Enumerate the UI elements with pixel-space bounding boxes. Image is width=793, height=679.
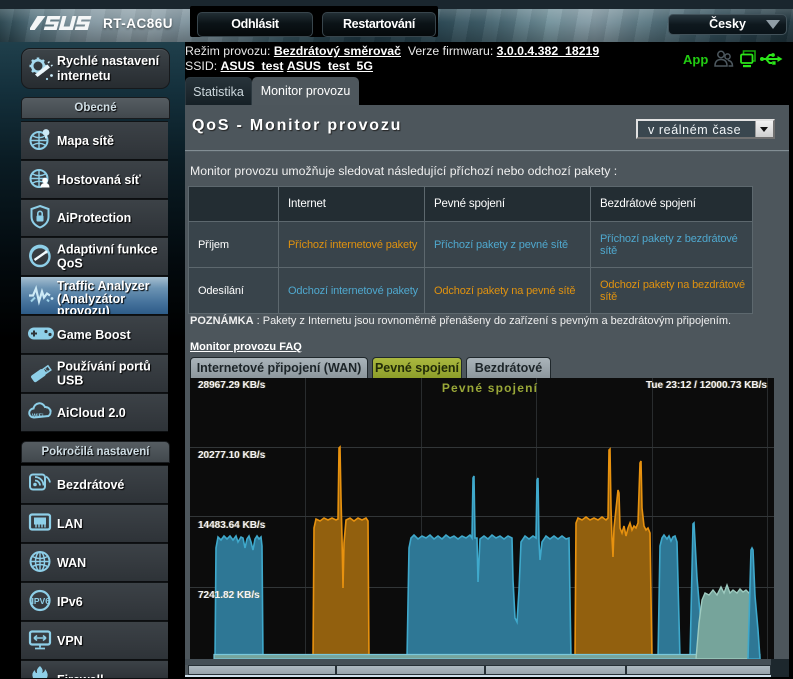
svg-text:IPV6: IPV6 (32, 596, 51, 606)
svg-text:WiFi: WiFi (32, 413, 44, 419)
